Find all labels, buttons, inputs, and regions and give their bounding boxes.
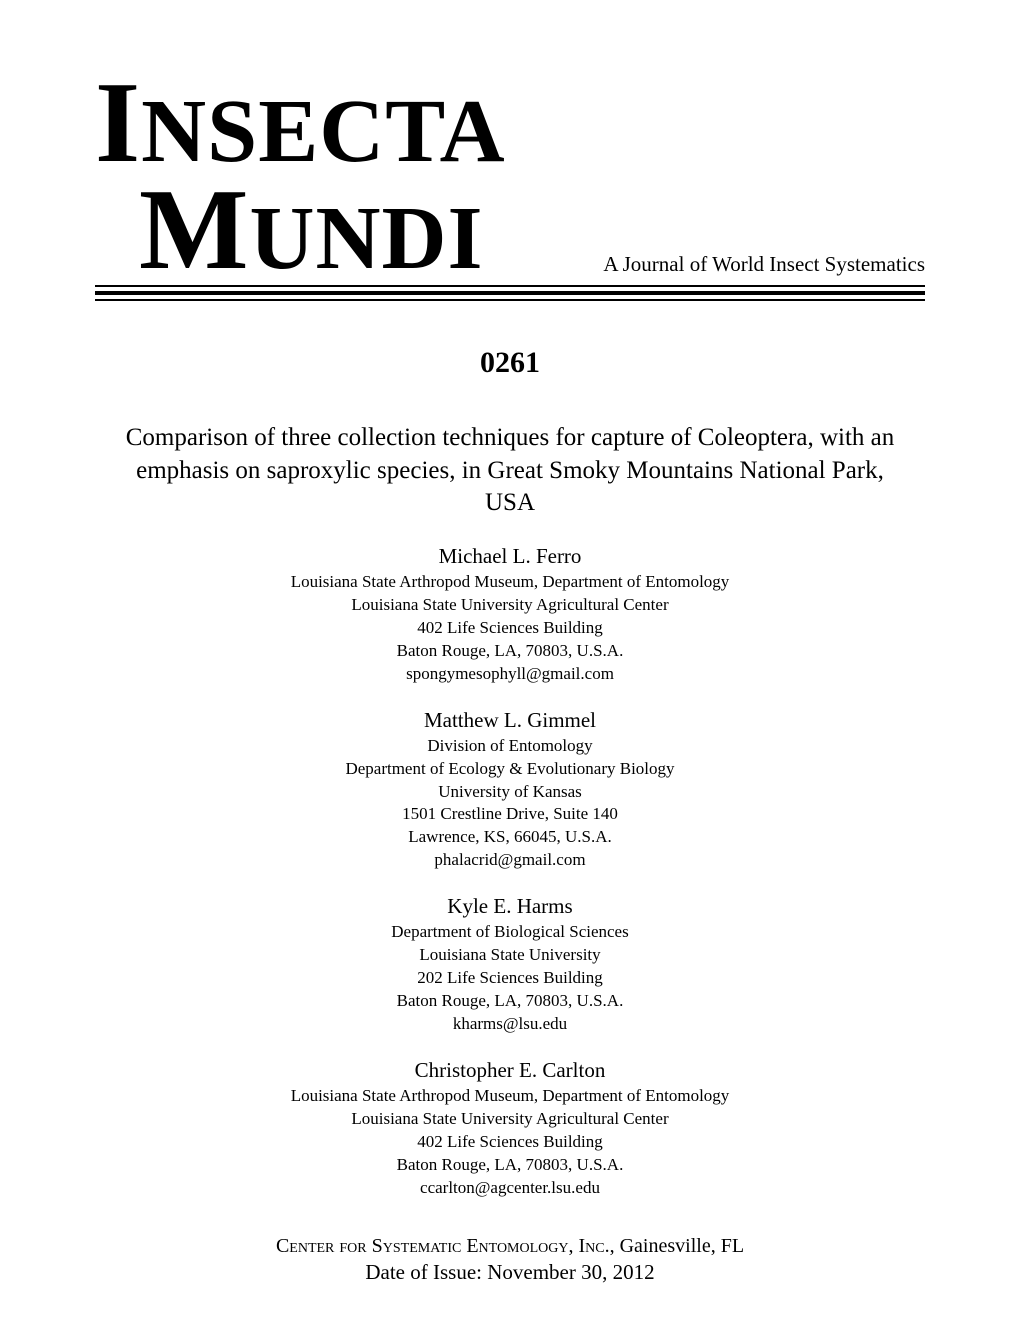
article-title: Comparison of three collection technique…	[115, 422, 905, 520]
journal-title-line1: INSECTA	[95, 70, 506, 177]
date-of-issue: Date of Issue: November 30, 2012	[95, 1260, 925, 1285]
author-block: Kyle E. HarmsDepartment of Biological Sc…	[95, 894, 925, 1036]
author-affiliation-line: Louisiana State Arthropod Museum, Depart…	[95, 1085, 925, 1108]
publisher-location: , Gainesville, FL	[610, 1235, 744, 1257]
author-affiliation-line: Louisiana State University Agricultural …	[95, 594, 925, 617]
footer: Center for Systematic Entomology, Inc., …	[0, 1235, 1020, 1258]
title-cap-2: M	[139, 166, 250, 294]
author-affiliation-line: Department of Biological Sciences	[95, 921, 925, 944]
author-name: Matthew L. Gimmel	[95, 708, 925, 733]
author-affiliation-line: kharms@lsu.edu	[95, 1013, 925, 1036]
journal-tagline: A Journal of World Insect Systematics	[603, 252, 925, 277]
author-affiliation-line: 402 Life Sciences Building	[95, 1131, 925, 1154]
issue-number: 0261	[95, 346, 925, 380]
title-cap-1: I	[95, 59, 141, 187]
author-affiliation-line: Lawrence, KS, 66045, U.S.A.	[95, 826, 925, 849]
author-affiliation-line: ccarlton@agcenter.lsu.edu	[95, 1177, 925, 1200]
author-affiliation-line: phalacrid@gmail.com	[95, 849, 925, 872]
publisher-name: Center for Systematic Entomology, Inc.	[276, 1235, 610, 1257]
author-affiliation-line: University of Kansas	[95, 781, 925, 804]
author-block: Christopher E. CarltonLouisiana State Ar…	[95, 1058, 925, 1200]
author-name: Kyle E. Harms	[95, 894, 925, 919]
author-name: Christopher E. Carlton	[95, 1058, 925, 1083]
author-block: Matthew L. GimmelDivision of EntomologyD…	[95, 708, 925, 873]
authors-container: Michael L. FerroLouisiana State Arthropo…	[95, 544, 925, 1200]
author-affiliation-line: Baton Rouge, LA, 70803, U.S.A.	[95, 990, 925, 1013]
author-affiliation-line: Division of Entomology	[95, 735, 925, 758]
journal-title-line2: MUNDI	[95, 177, 506, 284]
masthead: INSECTA MUNDI A Journal of World Insect …	[95, 70, 925, 295]
author-affiliation-line: Department of Ecology & Evolutionary Bio…	[95, 758, 925, 781]
author-affiliation-line: spongymesophyll@gmail.com	[95, 663, 925, 686]
author-affiliation-line: 1501 Crestline Drive, Suite 140	[95, 803, 925, 826]
double-rule	[95, 299, 925, 301]
author-affiliation-line: Louisiana State University Agricultural …	[95, 1108, 925, 1131]
author-affiliation-line: Baton Rouge, LA, 70803, U.S.A.	[95, 640, 925, 663]
journal-title: INSECTA MUNDI	[95, 70, 506, 283]
author-name: Michael L. Ferro	[95, 544, 925, 569]
masthead-inner: INSECTA MUNDI A Journal of World Insect …	[95, 70, 925, 287]
title-rest-2: UNDI	[250, 189, 484, 288]
author-block: Michael L. FerroLouisiana State Arthropo…	[95, 544, 925, 686]
author-affiliation-line: 402 Life Sciences Building	[95, 617, 925, 640]
author-affiliation-line: Louisiana State Arthropod Museum, Depart…	[95, 571, 925, 594]
author-affiliation-line: 202 Life Sciences Building	[95, 967, 925, 990]
author-affiliation-line: Louisiana State University	[95, 944, 925, 967]
author-affiliation-line: Baton Rouge, LA, 70803, U.S.A.	[95, 1154, 925, 1177]
